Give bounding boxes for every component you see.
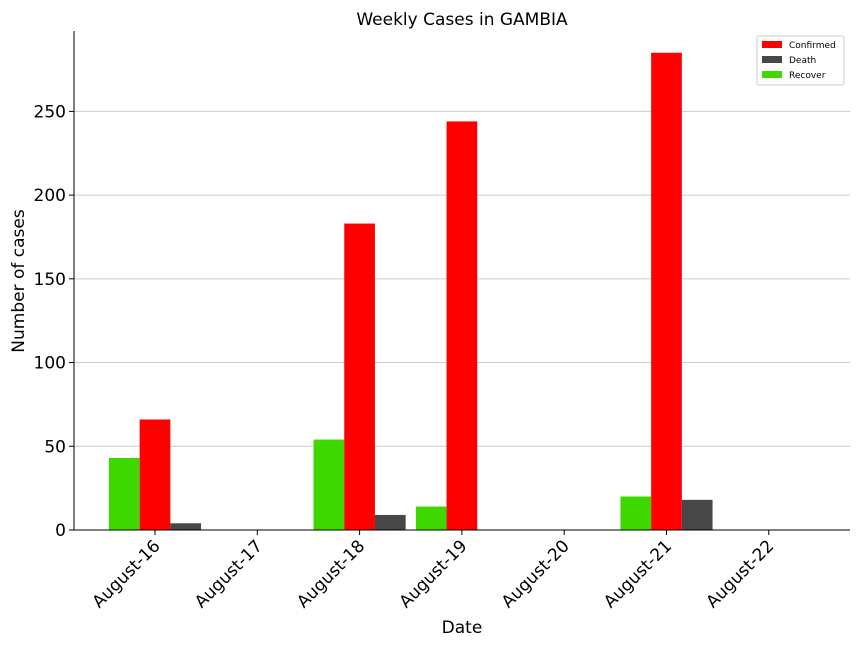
bar-confirmed bbox=[344, 223, 375, 530]
x-tick-label: August-17 bbox=[191, 536, 267, 612]
bar-confirmed bbox=[446, 121, 478, 530]
bar-confirmed bbox=[139, 419, 171, 530]
y-tick-label: 250 bbox=[34, 102, 66, 122]
legend-swatch-death bbox=[762, 56, 782, 63]
bar-recover bbox=[313, 439, 345, 530]
bar-death bbox=[170, 523, 202, 530]
y-tick-label: 100 bbox=[34, 354, 66, 374]
x-tick-label: August-19 bbox=[396, 536, 472, 612]
x-tick-label: August-21 bbox=[600, 536, 676, 612]
y-axis-title: Number of cases bbox=[9, 209, 29, 353]
bars bbox=[108, 52, 713, 530]
bar-death bbox=[374, 514, 406, 530]
y-tick-label: 200 bbox=[34, 186, 66, 206]
y-tick-label: 50 bbox=[44, 437, 66, 457]
legend: Confirmed Death Recover bbox=[756, 35, 845, 86]
legend-label-death: Death bbox=[789, 56, 816, 66]
chart-title: Weekly Cases in GAMBIA bbox=[356, 10, 568, 30]
legend-label-confirmed: Confirmed bbox=[789, 41, 836, 51]
bar-recover bbox=[620, 496, 652, 530]
legend-swatch-confirmed bbox=[762, 41, 782, 48]
x-axis-title: Date bbox=[442, 618, 483, 638]
x-tick-label: August-18 bbox=[293, 536, 369, 612]
bar-recover bbox=[415, 506, 447, 530]
x-tick-label: August-20 bbox=[498, 536, 574, 612]
y-tick-label: 0 bbox=[55, 521, 66, 541]
y-tick-label: 150 bbox=[34, 270, 66, 290]
legend-label-recover: Recover bbox=[789, 71, 826, 81]
x-tick-label: August-22 bbox=[702, 536, 778, 612]
legend-swatch-recover bbox=[762, 71, 782, 78]
x-ticks: August-16 August-17 August-18 August-19 Augu… bbox=[89, 530, 778, 612]
x-tick-label: August-16 bbox=[89, 536, 165, 612]
y-ticks: 0 50 100 150 200 250 bbox=[34, 102, 74, 541]
bar-confirmed bbox=[651, 52, 682, 530]
bar-recover bbox=[108, 457, 140, 530]
bar-death bbox=[681, 499, 713, 530]
